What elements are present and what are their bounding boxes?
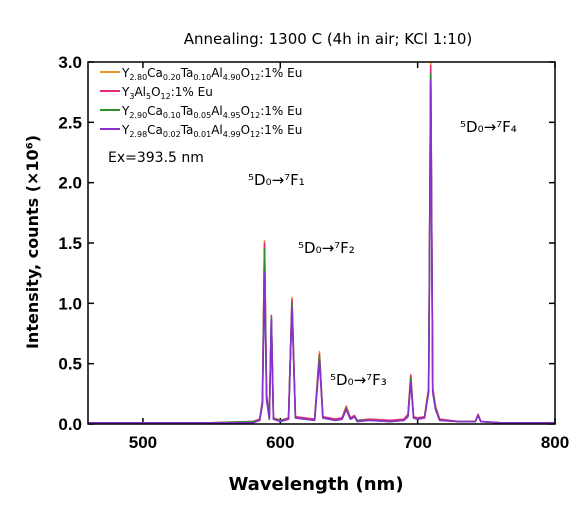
y-tick-label: 1.0 xyxy=(58,294,82,313)
x-tick-label: 500 xyxy=(129,433,157,452)
y-tick-label: 2.0 xyxy=(58,174,82,193)
annotation: ⁵D₀→⁷F₃ xyxy=(330,371,387,389)
plot-frame xyxy=(87,61,556,425)
x-tick-label: 700 xyxy=(403,433,431,452)
x-axis-label: Wavelength (nm) xyxy=(228,474,403,495)
annotation: ⁵D₀→⁷F₄ xyxy=(460,118,517,136)
legend-label: Y3Al5O12:1% Eu xyxy=(121,85,213,101)
legend-label: Y2.90Ca0.10Ta0.05Al4.95O12:1% Eu xyxy=(121,104,302,120)
chart-title: Annealing: 1300 C (4h in air; KCl 1:10) xyxy=(184,30,473,48)
y-tick-label: 3.0 xyxy=(58,53,82,72)
x-tick-label: 800 xyxy=(541,433,569,452)
legend-label: Y2.98Ca0.02Ta0.01Al4.99O12:1% Eu xyxy=(121,123,302,139)
y-tick-label: 2.5 xyxy=(58,113,82,132)
legend-label: Y2.80Ca0.20Ta0.10Al4.90O12:1% Eu xyxy=(121,66,302,82)
y-tick-label: 0.0 xyxy=(58,415,82,434)
y-axis-label: Intensity, counts (×10⁶) xyxy=(23,135,42,349)
series-line xyxy=(88,79,555,424)
x-tick-label: 600 xyxy=(266,433,294,452)
y-tick-label: 1.5 xyxy=(58,234,82,253)
annotation: Ex=393.5 nm xyxy=(108,150,204,166)
y-tick-label: 0.5 xyxy=(58,355,82,374)
annotation: ⁵D₀→⁷F₂ xyxy=(298,239,355,257)
annotation: ⁵D₀→⁷F₁ xyxy=(248,171,305,189)
